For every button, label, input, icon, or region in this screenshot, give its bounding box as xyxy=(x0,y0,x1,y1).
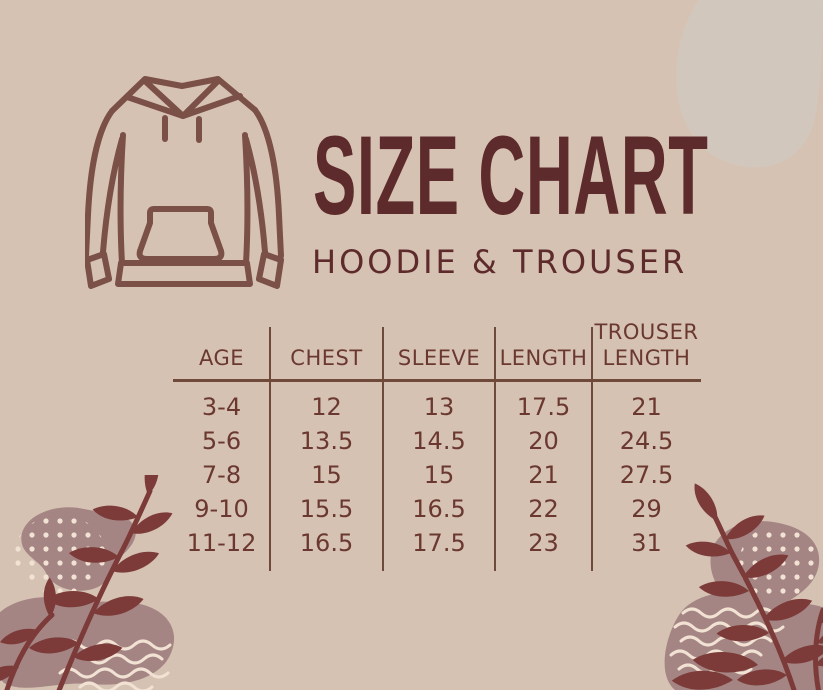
leaf-branch xyxy=(670,479,823,690)
leaf-decoration-bottom-right xyxy=(664,479,823,690)
column-header-trouser-length: TROUSER LENGTH xyxy=(592,319,701,380)
table-cell: 15 xyxy=(423,461,455,489)
table-cell: 12 xyxy=(311,393,342,421)
table-cell: 9-10 xyxy=(194,495,249,523)
table-cell: 11-12 xyxy=(186,529,257,557)
table-cell: 24.5 xyxy=(619,427,674,455)
table-cell: 13 xyxy=(423,393,455,421)
top-right-blob xyxy=(676,0,823,168)
table-cell: 5-6 xyxy=(201,427,242,455)
table-cell: 20 xyxy=(528,427,559,455)
table-cell: 27.5 xyxy=(619,461,674,489)
table-cell: 23 xyxy=(528,529,559,557)
table-cell: 15.5 xyxy=(299,495,354,523)
table-cell: 7-8 xyxy=(201,461,242,489)
column-header-age: AGE xyxy=(198,346,245,370)
leaf-branch xyxy=(813,595,823,690)
table-cell: 17.5 xyxy=(516,393,571,421)
size-table-body: 3-4 12 13 17.5 21 5-6 13.5 14.5 20 24.5 … xyxy=(173,380,701,560)
table-cell: 17.5 xyxy=(412,529,466,557)
column-header-line: TROUSER xyxy=(594,320,699,344)
leaf-decoration-bottom-left xyxy=(0,475,176,690)
table-cell: 22 xyxy=(528,495,559,523)
hoodie-icon xyxy=(85,76,284,289)
column-header-line: LENGTH xyxy=(602,346,691,370)
size-table-header: AGE CHEST SLEEVE LENGTH TROUSER LENGTH xyxy=(173,314,701,380)
table-cell: 16.5 xyxy=(299,529,354,557)
table-cell: 16.5 xyxy=(412,495,466,523)
table-cell: 21 xyxy=(528,461,559,489)
table-cell: 29 xyxy=(631,495,662,523)
table-cell: 14.5 xyxy=(412,427,466,455)
table-cell: 31 xyxy=(631,529,662,557)
table-divider xyxy=(269,327,271,571)
column-header-chest: CHEST xyxy=(290,346,363,370)
table-cell: 15 xyxy=(311,461,342,489)
page-title: SIZE CHART xyxy=(313,113,709,238)
page-subtitle: HOODIE & TROUSER xyxy=(312,243,688,281)
table-divider xyxy=(494,327,496,571)
leaf-branch xyxy=(28,475,176,690)
table-cell: 21 xyxy=(631,393,662,421)
leaf-branch xyxy=(0,577,70,690)
table-cell: 13.5 xyxy=(299,427,354,455)
column-header-length: LENGTH xyxy=(499,346,588,370)
table-divider xyxy=(591,327,593,571)
table-divider xyxy=(382,327,384,571)
table-cell: 3-4 xyxy=(201,393,242,421)
table-header-rule xyxy=(173,379,701,382)
column-header-sleeve: SLEEVE xyxy=(397,346,481,370)
dot-texture xyxy=(14,515,106,595)
